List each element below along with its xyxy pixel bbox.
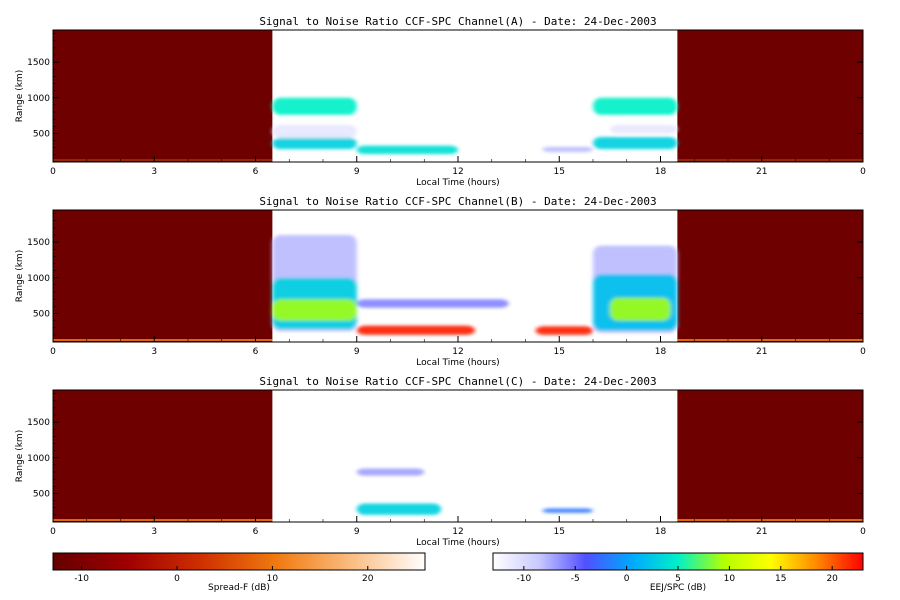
colorbar-gradient xyxy=(52,552,426,571)
echo-region xyxy=(593,97,678,115)
x-tick-label: 12 xyxy=(452,527,463,537)
eej-colorbar: -10 -5 0 5 10 15 20 EEJ/SPC (dB) xyxy=(492,552,864,593)
spreadf-streak xyxy=(677,159,863,161)
echo-region xyxy=(535,326,593,335)
x-tick-label: 9 xyxy=(354,347,360,357)
echo-region xyxy=(356,468,425,476)
y-tick-label: 1500 xyxy=(27,238,50,248)
x-tick-label: 18 xyxy=(655,527,667,537)
x-tick-label: 9 xyxy=(354,167,360,177)
y-tick-label: 500 xyxy=(33,489,50,499)
echo-region xyxy=(272,97,357,115)
colorbar-tick-label: 15 xyxy=(775,574,786,584)
x-tick-label: 0 xyxy=(860,167,866,177)
echo-features xyxy=(272,234,678,335)
x-tick-label: 15 xyxy=(554,347,565,357)
spreadf-streak xyxy=(53,519,273,521)
x-tick-label: 12 xyxy=(452,347,463,357)
echo-region xyxy=(272,124,357,138)
echo-region xyxy=(356,503,442,515)
x-tick-label: 0 xyxy=(860,347,866,357)
x-tick-label: 6 xyxy=(253,527,259,537)
x-tick-label: 12 xyxy=(452,167,463,177)
panel-title: Signal to Noise Ratio CCF-SPC Channel(A)… xyxy=(259,15,656,28)
colorbar-tick-label: 0 xyxy=(624,574,630,584)
echo-region xyxy=(609,124,678,134)
x-tick-label: 9 xyxy=(354,527,360,537)
echo-region xyxy=(542,508,593,513)
colorbar-tick-label: 10 xyxy=(267,574,279,584)
x-axis-label: Local Time (hours) xyxy=(416,538,499,548)
nodata-region xyxy=(677,30,863,162)
x-axis-label: Local Time (hours) xyxy=(416,178,499,188)
nodata-region xyxy=(53,210,273,342)
echo-region xyxy=(272,137,357,150)
x-tick-label: 6 xyxy=(253,347,259,357)
x-tick-label: 0 xyxy=(50,167,56,177)
x-tick-label: 0 xyxy=(50,347,56,357)
spreadf-colorbar: -10 0 10 20 Spread-F (dB) xyxy=(52,552,426,593)
panel-b: Signal to Noise Ratio CCF-SPC Channel(B)… xyxy=(15,195,866,368)
colorbar-tick-label: -5 xyxy=(571,574,580,584)
nodata-region xyxy=(677,210,863,342)
echo-features xyxy=(272,97,678,155)
y-axis-label: Range (km) xyxy=(15,70,25,122)
colorbar-tick-label: -10 xyxy=(516,574,531,584)
y-tick-label: 1500 xyxy=(27,58,50,68)
panel-title: Signal to Noise Ratio CCF-SPC Channel(B)… xyxy=(259,195,656,208)
x-tick-label: 6 xyxy=(253,167,259,177)
y-tick-label: 1000 xyxy=(27,454,50,464)
x-tick-label: 3 xyxy=(151,527,157,537)
echo-region xyxy=(356,145,458,155)
colorbar-tick-label: 10 xyxy=(724,574,736,584)
x-tick-label: 3 xyxy=(151,167,157,177)
y-axis-label: Range (km) xyxy=(15,250,25,302)
y-axis-label: Range (km) xyxy=(15,430,25,482)
colorbar-tick-label: -10 xyxy=(74,574,89,584)
nodata-region xyxy=(53,30,273,162)
colorbar-tick-label: 0 xyxy=(174,574,180,584)
colorbar-label: Spread-F (dB) xyxy=(208,583,270,593)
echo-region xyxy=(593,137,678,150)
echo-region xyxy=(356,299,509,308)
nodata-region xyxy=(53,390,273,522)
colorbar-tick-label: 5 xyxy=(675,574,681,584)
x-tick-label: 21 xyxy=(756,527,767,537)
x-tick-label: 0 xyxy=(860,527,866,537)
y-tick-label: 1500 xyxy=(27,418,50,428)
x-tick-label: 18 xyxy=(655,347,667,357)
x-tick-label: 0 xyxy=(50,527,56,537)
spreadf-streak xyxy=(53,159,273,161)
spreadf-streak xyxy=(677,339,863,341)
echo-region xyxy=(609,297,671,321)
x-tick-label: 15 xyxy=(554,167,565,177)
colorbar-tick-label: 20 xyxy=(826,574,838,584)
echo-region xyxy=(542,147,593,153)
panel-a: Signal to Noise Ratio CCF-SPC Channel(A)… xyxy=(15,15,866,188)
colorbar-label: EEJ/SPC (dB) xyxy=(650,583,706,593)
nodata-region xyxy=(677,390,863,522)
x-tick-label: 15 xyxy=(554,527,565,537)
x-axis-label: Local Time (hours) xyxy=(416,358,499,368)
panel-c: Signal to Noise Ratio CCF-SPC Channel(C)… xyxy=(15,375,866,548)
x-tick-label: 21 xyxy=(756,347,767,357)
echo-region xyxy=(356,325,475,335)
echo-region xyxy=(272,299,357,321)
panel-title: Signal to Noise Ratio CCF-SPC Channel(C)… xyxy=(259,375,656,388)
y-tick-label: 500 xyxy=(33,309,50,319)
x-tick-label: 3 xyxy=(151,347,157,357)
y-tick-label: 1000 xyxy=(27,274,50,284)
spreadf-streak xyxy=(53,339,273,341)
x-tick-label: 21 xyxy=(756,167,767,177)
y-tick-label: 1000 xyxy=(27,94,50,104)
x-tick-label: 18 xyxy=(655,167,667,177)
spreadf-streak xyxy=(677,519,863,521)
colorbar-tick-label: 20 xyxy=(362,574,374,584)
echo-features xyxy=(356,468,593,515)
y-tick-label: 500 xyxy=(33,129,50,139)
